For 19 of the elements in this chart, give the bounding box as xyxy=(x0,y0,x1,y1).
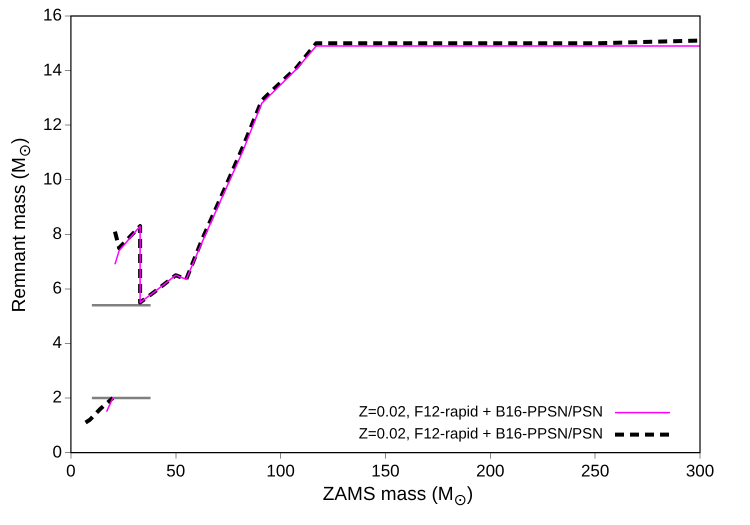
y-tick-label: 2 xyxy=(52,388,62,407)
x-tick-label: 150 xyxy=(371,461,400,480)
y-tick-label: 16 xyxy=(42,6,62,25)
legend-label: Z=0.02, F12-rapid + B16-PPSN/PSN xyxy=(358,404,603,421)
y-tick-label: 6 xyxy=(52,278,62,298)
legend-label: Z=0.02, F12-rapid + B16-PPSN/PSN xyxy=(358,426,603,443)
y-tick-label: 4 xyxy=(52,333,62,352)
y-tick-label: 12 xyxy=(42,114,62,134)
x-tick-label: 200 xyxy=(476,461,504,480)
y-tick-label: 0 xyxy=(52,442,62,462)
x-tick-label: 300 xyxy=(686,461,714,480)
x-tick-label: 250 xyxy=(580,461,610,480)
y-tick-label: 10 xyxy=(42,169,62,188)
x-tick-label: 0 xyxy=(66,461,76,480)
y-tick-label: 8 xyxy=(52,224,62,243)
x-axis-title: ZAMS mass (M$_{⊙}$) xyxy=(322,484,474,510)
x-tick-label: 50 xyxy=(166,461,186,480)
y-tick-label: 14 xyxy=(42,60,62,80)
x-tick-label: 100 xyxy=(266,461,295,480)
